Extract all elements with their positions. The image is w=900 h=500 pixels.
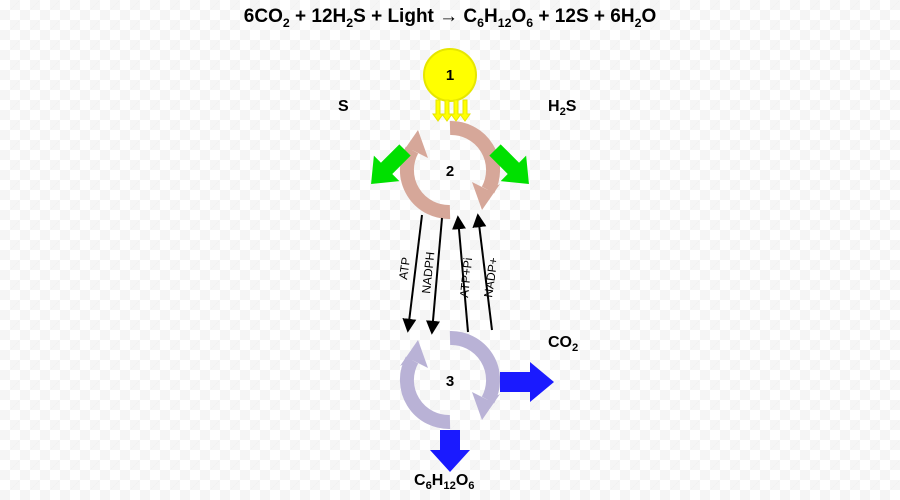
node-cycle3-label: 3 [446,373,454,390]
node-cycle2-label: 2 [446,163,454,180]
label-s: S [338,98,349,116]
label-atp: ATP [396,256,413,280]
label-co2: CO2 [548,334,578,354]
label-glucose: C6H12O6 [414,472,475,492]
label-nadph: NADPH [419,251,437,294]
diagram-svg: 1 2 [0,0,900,500]
equation-text: 6CO2 + 12H2S + Light → C6H12O6 + 12S + 6… [0,6,900,30]
arrow-co2-in [500,362,554,402]
light-rays [433,100,470,121]
node-sun-label: 1 [446,67,454,84]
label-h2s: H2S [548,98,576,118]
diagram-canvas: 6CO2 + 12H2S + Light → C6H12O6 + 12S + 6… [0,0,900,500]
label-atp-pi: ATP+Pi [457,257,475,298]
arrow-glucose-out [430,430,470,472]
